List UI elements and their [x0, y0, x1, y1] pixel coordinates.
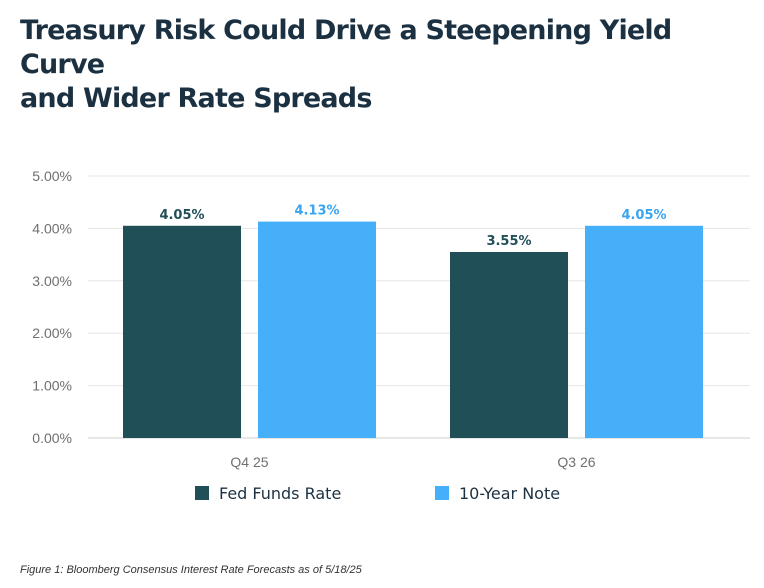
bar [258, 221, 376, 438]
y-tick-label: 0.00% [32, 430, 72, 446]
legend-label: Fed Funds Rate [219, 484, 341, 503]
bar [585, 225, 703, 438]
y-tick-label: 1.00% [32, 378, 72, 394]
data-label: 4.05% [621, 208, 666, 223]
chart-title-line-1: Treasury Risk Could Drive a Steepening Y… [20, 15, 672, 80]
bar [450, 251, 568, 438]
figure-caption: Figure 1: Bloomberg Consensus Interest R… [20, 564, 362, 576]
x-tick-label: Q3 26 [557, 454, 595, 470]
y-tick-label: 4.00% [32, 220, 72, 236]
y-tick-label: 2.00% [32, 325, 72, 341]
bar-chart: 0.00% 1.00% 2.00% 3.00% 4.00% 5.00% 4.05% 4.13%… [32, 168, 750, 503]
data-label: 3.55% [486, 234, 531, 249]
y-tick-label: 5.00% [32, 168, 72, 184]
x-tick-label: Q4 25 [230, 454, 268, 470]
data-label: 4.05% [159, 208, 204, 223]
legend-swatch [195, 486, 209, 500]
y-tick-label: 3.00% [32, 273, 72, 289]
data-label: 4.13% [294, 204, 339, 219]
chart-title: Treasury Risk Could Drive a Steepening Y… [20, 14, 750, 116]
chart-title-line-2: and Wider Rate Spreads [20, 83, 372, 114]
bar [123, 225, 241, 438]
legend-swatch [435, 486, 449, 500]
legend-label: 10-Year Note [459, 484, 560, 503]
